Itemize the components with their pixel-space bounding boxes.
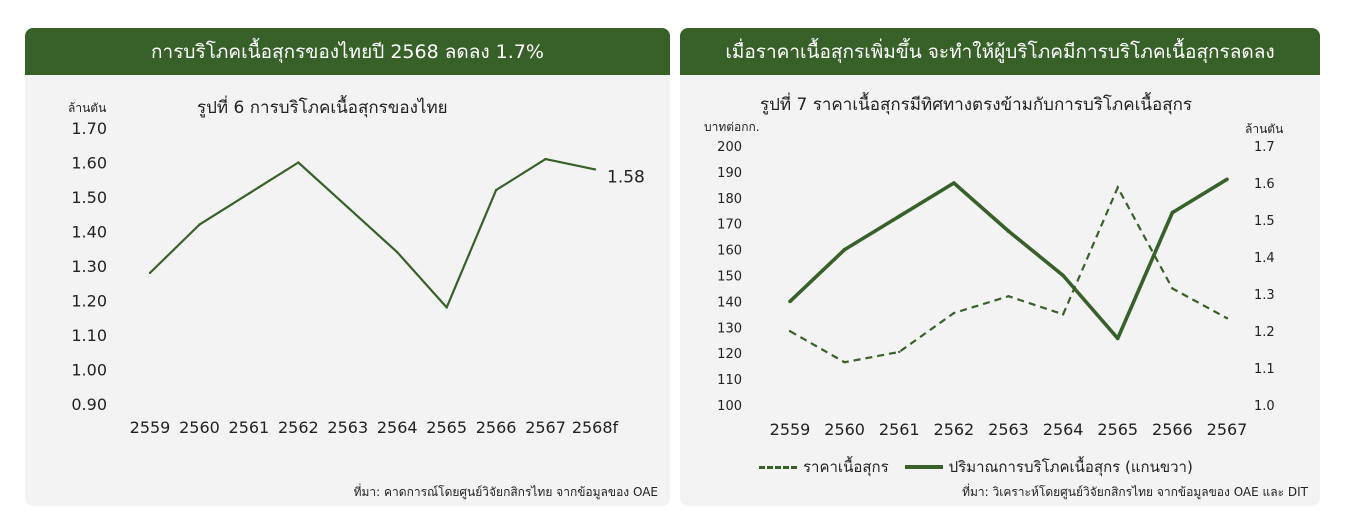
y-tick-label: 1.20 — [71, 292, 107, 311]
left-y-tick-label: 170 — [717, 218, 742, 233]
left-y-tick-label: 190 — [717, 166, 742, 181]
y-tick-label: 1.30 — [71, 257, 107, 276]
price-data-point — [1007, 295, 1010, 298]
right-y-tick-label: 1.7 — [1254, 140, 1275, 155]
panel-banner-title: เมื่อราคาเนื้อสุกรเพิ่มขึ้น จะทำให้ผู้บร… — [680, 28, 1320, 75]
price-data-point — [788, 329, 792, 333]
consumption-panel: การบริโภคเนื้อสุกรของไทยปี 2568 ลดลง 1.7… — [25, 28, 670, 506]
x-tick-label: 2568f — [572, 418, 619, 437]
price-data-point — [898, 350, 901, 354]
consumption-data-point — [1225, 177, 1229, 182]
source-note: ที่มา: วิเคราะห์โดยศูนย์วิจัยกสิกรไทย จา… — [962, 485, 1308, 499]
y-tick-label: 1.00 — [71, 361, 107, 380]
data-point — [445, 306, 448, 309]
left-y-tick-label: 160 — [717, 244, 742, 259]
data-label: 1.58 — [607, 167, 645, 187]
source-note: ที่มา: คาดการณ์โดยศูนย์วิจัยกสิกรไทย จาก… — [353, 485, 658, 499]
consumption-data-point — [897, 214, 902, 219]
right-y-tick-label: 1.0 — [1254, 399, 1275, 414]
legend-label-price: ราคาเนื้อสุกร — [803, 458, 889, 476]
x-tick-label: 2565 — [1097, 420, 1138, 439]
legend-label-consumption: ปริมาณการบริโภคเนื้อสุกร (แกนขวา) — [948, 458, 1193, 476]
y-tick-label: 1.10 — [71, 326, 107, 345]
data-point — [494, 188, 498, 192]
data-point — [198, 223, 201, 226]
y-tick-label: 1.50 — [71, 188, 107, 207]
left-y-tick-label: 140 — [717, 295, 742, 310]
left-y-tick-label: 200 — [717, 140, 742, 155]
left-y-tick-label: 150 — [717, 270, 742, 285]
x-tick-label: 2567 — [525, 418, 566, 437]
data-point — [148, 271, 152, 275]
right-y-tick-label: 1.2 — [1254, 325, 1275, 340]
left-y-tick-label: 180 — [717, 192, 742, 207]
left-y-tick-label: 100 — [717, 399, 742, 414]
x-tick-label: 2564 — [377, 418, 418, 437]
consumption-data-point — [842, 247, 847, 252]
right-axis-unit-label: ล้านตัน — [1245, 122, 1284, 136]
x-tick-label: 2566 — [1152, 420, 1193, 439]
consumption-series-line — [788, 177, 1228, 341]
consumption-data-point — [1061, 273, 1065, 278]
x-tick-label: 2559 — [130, 418, 171, 437]
x-tick-label: 2560 — [824, 420, 865, 439]
x-tick-label: 2565 — [426, 418, 467, 437]
y-tick-label: 0.90 — [71, 395, 107, 414]
price-vs-consumption-panel: เมื่อราคาเนื้อสุกรเพิ่มขึ้น จะทำให้ผู้บร… — [680, 28, 1320, 506]
chart-title: รูปที่ 6 การบริโภคเนื้อสุกรของไทย — [197, 98, 448, 118]
price-data-point — [843, 361, 846, 364]
data-point — [247, 192, 251, 195]
y-tick-label: 1.70 — [71, 119, 107, 138]
left-y-tick-label: 110 — [717, 373, 742, 388]
consumption-data-point — [1115, 336, 1120, 341]
consumption-data-point — [952, 181, 956, 185]
price-data-point — [1225, 317, 1229, 320]
x-tick-label: 2562 — [934, 420, 975, 439]
legend-dashed-swatch — [759, 465, 797, 469]
price-data-point — [1171, 287, 1174, 290]
x-tick-label: 2563 — [327, 418, 368, 437]
legend-solid-swatch — [904, 465, 943, 469]
x-tick-label: 2560 — [179, 418, 220, 437]
data-point — [593, 168, 597, 171]
left-axis-unit-label: บาทต่อกก. — [704, 120, 760, 134]
x-tick-label: 2566 — [476, 418, 517, 437]
right-y-tick-label: 1.4 — [1254, 251, 1275, 266]
x-tick-label: 2564 — [1043, 420, 1084, 439]
consumption-line-chart: 0.90 1.00 1.10 1.20 1.30 1.40 1.50 1.60 1.70 2559… — [71, 119, 645, 437]
data-point — [297, 161, 300, 164]
x-tick-label: 2561 — [879, 420, 920, 439]
consumption-data-point — [1170, 210, 1175, 215]
y-tick-label: 1.60 — [71, 154, 107, 173]
consumption-series-line — [149, 157, 596, 309]
data-point — [346, 206, 349, 209]
chart-title: รูปที่ 7 ราคาเนื้อสุกรมีทิศทางตรงข้ามกับ… — [760, 95, 1193, 115]
price-data-point — [952, 311, 956, 315]
x-tick-label: 2561 — [229, 418, 270, 437]
consumption-data-point — [788, 299, 792, 304]
panel-banner-title: การบริโภคเนื้อสุกรของไทยปี 2568 ลดลง 1.7… — [25, 28, 670, 75]
right-y-tick-label: 1.5 — [1254, 214, 1275, 229]
chart-legend: ราคาเนื้อสุกร ปริมาณการบริโภคเนื้อสุกร (… — [755, 455, 1193, 479]
left-y-tick-label: 120 — [717, 347, 742, 362]
consumption-data-point — [1006, 229, 1011, 233]
price-consumption-line-chart: 100 110 120 130 140 150 160 170 180 190 200 1.0 1.1 1… — [717, 140, 1275, 439]
right-y-tick-label: 1.6 — [1254, 177, 1275, 192]
x-tick-label: 2563 — [988, 420, 1029, 439]
price-series-line — [789, 184, 1228, 364]
price-data-point — [1061, 313, 1065, 316]
y-tick-label: 1.40 — [71, 223, 107, 242]
left-y-tick-label: 130 — [717, 321, 742, 336]
right-y-tick-label: 1.3 — [1254, 288, 1275, 303]
x-tick-label: 2559 — [770, 420, 811, 439]
y-axis-unit-label: ล้านตัน — [68, 101, 107, 115]
data-point — [396, 251, 399, 254]
data-point — [544, 157, 547, 161]
price-data-point — [1116, 186, 1119, 189]
x-tick-label: 2562 — [278, 418, 319, 437]
x-tick-label: 2567 — [1207, 420, 1248, 439]
right-y-tick-label: 1.1 — [1254, 362, 1275, 377]
